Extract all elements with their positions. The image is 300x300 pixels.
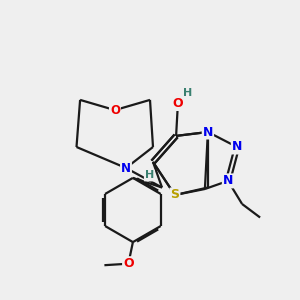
Text: N: N — [232, 140, 242, 154]
Text: N: N — [121, 161, 131, 175]
Text: H: H — [145, 170, 154, 181]
Text: H: H — [183, 88, 192, 98]
Text: O: O — [110, 103, 120, 117]
Text: S: S — [170, 188, 179, 202]
Text: O: O — [123, 257, 134, 270]
Text: O: O — [172, 97, 183, 110]
Text: N: N — [203, 125, 213, 139]
Text: N: N — [223, 174, 233, 188]
